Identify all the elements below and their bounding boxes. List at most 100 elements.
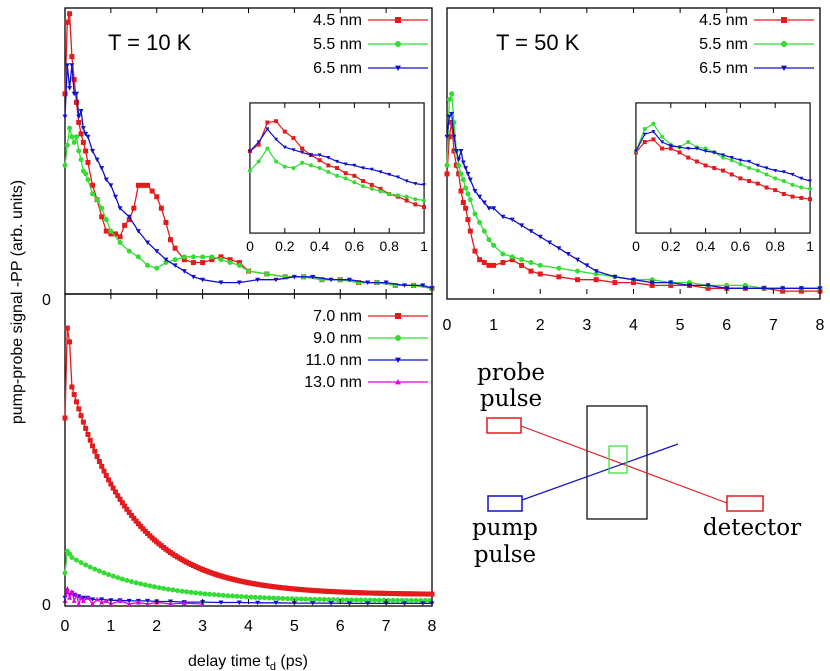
data-point [78,131,84,137]
data-point [179,588,185,594]
data-point [119,576,125,582]
data-point [300,150,305,155]
inset-frame-right [635,102,811,234]
data-point [328,277,334,283]
data-point [467,197,473,203]
legend-marker [781,17,787,23]
data-point [218,257,224,263]
data-point [631,280,636,286]
data-point [509,257,515,263]
data-point [593,269,599,274]
data-point [395,597,401,603]
data-point [90,601,96,606]
data-point [422,198,426,203]
data-point [94,197,100,203]
data-point [365,280,371,286]
data-point [190,260,196,266]
data-point [317,158,322,163]
data-point [361,179,366,183]
data-point [817,286,823,291]
y-zero-bottom: 0 [42,597,51,614]
legend-marker [395,313,401,319]
data-point [651,130,656,134]
data-point [451,134,457,140]
data-point [352,163,357,168]
data-point [352,173,357,178]
data-point [467,177,473,183]
x-tick-label: 1 [806,238,814,254]
data-point [343,176,348,181]
data-point [456,157,462,163]
data-point [92,448,98,454]
data-point [465,217,471,223]
data-point [321,597,327,603]
data-point [335,166,339,170]
data-point [71,392,77,398]
data-point [481,228,487,234]
data-point [294,596,300,602]
data-point [124,506,130,512]
data-point [369,186,374,191]
data-point [346,277,352,283]
data-point [252,594,258,600]
data-point [378,186,383,191]
data-point [207,591,213,597]
data-point [236,262,242,268]
data-point [712,166,717,170]
data-point [266,595,272,601]
data-point [694,146,699,151]
data-point [96,459,102,465]
data-point [330,597,336,603]
data-point [274,137,279,142]
legend-label: 13.0 nm [304,374,362,391]
data-point [705,285,711,291]
data-point [135,254,141,260]
x-tick-label: 0.2 [661,238,681,254]
data-point [429,286,435,291]
x-tick-label: 0.4 [310,238,330,254]
data-point [80,139,86,145]
data-point [649,282,655,288]
data-point [99,166,105,171]
data-point [660,146,665,151]
data-point [117,496,123,502]
data-point [96,568,102,574]
data-point [225,593,231,599]
data-point [168,601,174,606]
data-point [547,240,553,246]
data-point [463,185,469,191]
legend-marker [395,357,401,363]
data-point [651,137,656,142]
data-point [71,77,77,82]
pump-beam [521,443,679,501]
data-point [649,280,655,286]
data-point [181,269,187,274]
data-point [668,280,674,286]
legend-marker [395,41,401,47]
data-point [90,149,96,154]
data-point [378,170,383,174]
pump-pulse-box [487,495,523,512]
data-point [76,406,82,412]
data-point [413,182,418,186]
x-tick-label: 0.2 [275,238,295,254]
data-point [154,194,160,200]
data-point [172,263,178,268]
data-point [69,555,75,560]
data-point [429,591,435,597]
data-point [477,220,483,225]
x-tick-label: 7 [382,618,391,635]
tick-marks [64,8,821,604]
data-point [126,509,132,515]
data-point [781,179,786,183]
data-point [190,254,196,260]
data-point [161,585,167,591]
data-point [310,274,316,280]
data-point [307,596,313,602]
data-point [126,217,132,223]
x-tick-label: 5 [676,317,685,334]
data-point [773,169,778,173]
data-point [449,111,455,117]
data-point [103,228,109,234]
